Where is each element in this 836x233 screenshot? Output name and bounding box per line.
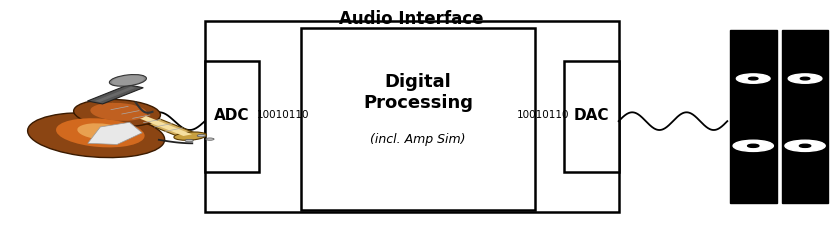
Bar (782, 30, 828, 203)
Text: Audio Interface: Audio Interface (339, 10, 483, 28)
Circle shape (788, 74, 822, 83)
Text: 10010110: 10010110 (257, 110, 308, 120)
Circle shape (748, 77, 758, 80)
Ellipse shape (77, 123, 127, 140)
Circle shape (799, 144, 811, 147)
Bar (730, 30, 777, 203)
Circle shape (185, 139, 193, 142)
Text: Digital: Digital (385, 72, 451, 91)
Polygon shape (88, 85, 143, 104)
Polygon shape (88, 122, 142, 144)
Bar (301, 28, 535, 210)
Text: (incl. Amp Sim): (incl. Amp Sim) (370, 133, 466, 146)
Ellipse shape (174, 132, 206, 140)
Circle shape (800, 77, 810, 80)
Text: Processing: Processing (363, 93, 473, 112)
Bar (205, 21, 619, 212)
Text: 10010110: 10010110 (517, 110, 568, 120)
Circle shape (785, 140, 825, 151)
Ellipse shape (56, 118, 145, 147)
Text: ADC: ADC (214, 108, 250, 123)
Circle shape (747, 144, 759, 147)
Polygon shape (100, 102, 199, 138)
Ellipse shape (90, 103, 147, 121)
Text: DAC: DAC (573, 108, 609, 123)
Circle shape (197, 134, 206, 137)
Circle shape (733, 140, 773, 151)
Ellipse shape (110, 75, 146, 86)
Circle shape (206, 138, 214, 140)
Bar (564, 61, 619, 172)
Bar (205, 61, 259, 172)
Ellipse shape (112, 75, 144, 86)
Circle shape (737, 74, 770, 83)
Polygon shape (104, 103, 192, 136)
Polygon shape (94, 87, 136, 102)
Ellipse shape (28, 113, 165, 158)
Ellipse shape (74, 99, 161, 127)
